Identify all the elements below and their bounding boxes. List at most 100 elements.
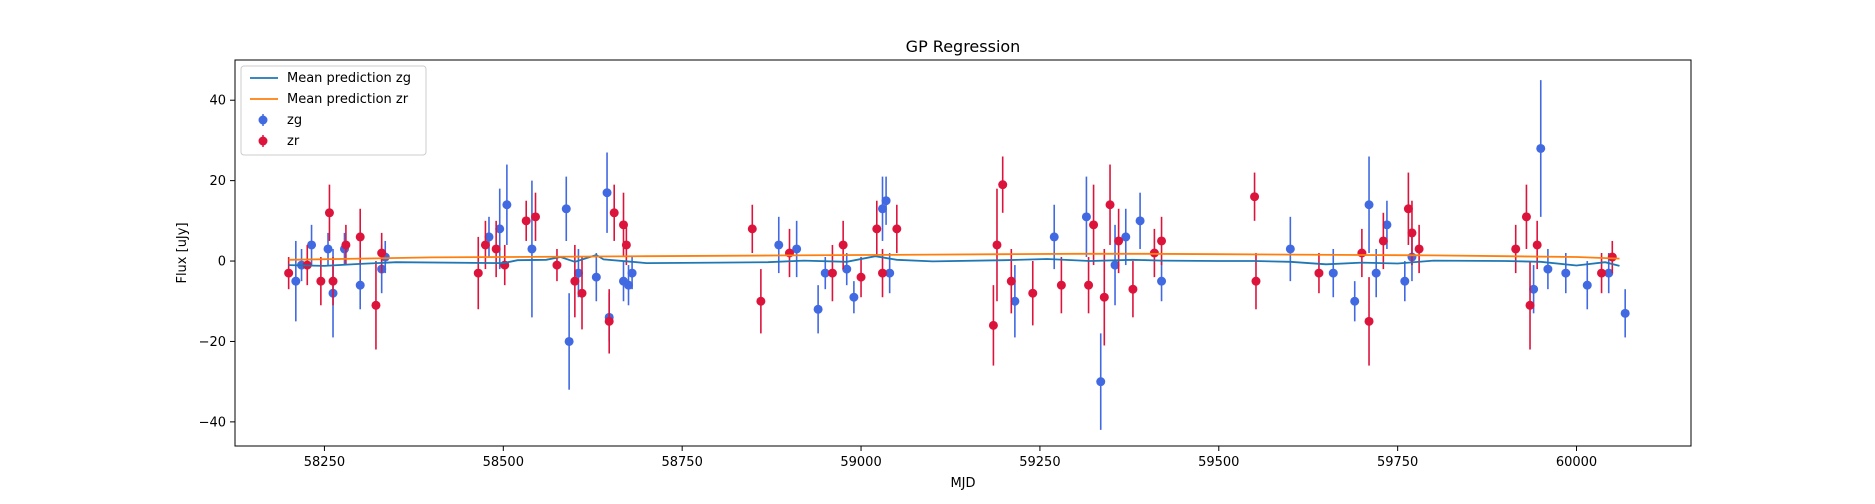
data-point <box>856 272 866 282</box>
data-point <box>355 232 365 242</box>
data-point <box>1006 276 1016 286</box>
data-point <box>1049 232 1059 242</box>
data-point <box>1400 276 1410 286</box>
data-point <box>881 196 891 206</box>
y-tick-label: 0 <box>218 255 226 270</box>
data-point <box>992 240 1002 250</box>
data-point <box>1105 200 1115 210</box>
data-point <box>473 268 483 278</box>
x-tick-label: 58500 <box>483 455 524 470</box>
x-tick-label: 58750 <box>661 455 702 470</box>
chart-title: GP Regression <box>906 37 1021 56</box>
data-point <box>872 224 882 234</box>
data-point <box>1135 216 1145 226</box>
data-point <box>1081 212 1091 222</box>
data-point <box>495 224 505 234</box>
data-point <box>328 276 338 286</box>
legend-frame <box>240 65 427 156</box>
x-tick-label: 60000 <box>1556 455 1597 470</box>
data-point <box>1407 228 1417 238</box>
x-tick-label: 59250 <box>1019 455 1060 470</box>
y-axis-label: Flux [uJy] <box>175 222 190 283</box>
legend-label-zr: zr <box>287 134 300 149</box>
data-point <box>1620 308 1630 318</box>
data-point <box>1114 236 1124 246</box>
data-point <box>892 224 902 234</box>
data-point <box>502 200 512 210</box>
data-point <box>564 336 574 346</box>
data-point <box>878 204 888 214</box>
data-point <box>1096 377 1106 387</box>
data-point <box>561 204 571 214</box>
data-point <box>570 276 580 286</box>
y-tick-label: −20 <box>199 335 226 350</box>
data-point <box>624 280 634 290</box>
data-point <box>602 188 612 198</box>
data-point <box>1314 268 1324 278</box>
x-tick-label: 59000 <box>840 455 881 470</box>
data-point <box>1099 292 1109 302</box>
data-point <box>1010 296 1020 306</box>
data-point <box>988 320 998 330</box>
data-point <box>1378 236 1388 246</box>
data-point <box>1285 244 1295 254</box>
data-point <box>480 240 490 250</box>
x-tick-label: 59750 <box>1377 455 1418 470</box>
legend-swatch-zr-marker <box>258 136 268 146</box>
data-point <box>371 300 381 310</box>
data-point <box>484 232 494 242</box>
data-point <box>1597 268 1607 278</box>
data-point <box>1543 264 1553 274</box>
data-point <box>827 268 837 278</box>
axes-frame <box>234 59 1692 447</box>
data-point <box>1084 280 1094 290</box>
data-point <box>1364 316 1374 326</box>
axis-ticks: 58250 58500 58750 59000 59250 59500 59750 60000… <box>199 94 1598 470</box>
data-point <box>838 240 848 250</box>
data-point <box>1607 252 1617 262</box>
series-line-Mean prediction zr <box>288 252 1620 261</box>
data-point <box>842 264 852 274</box>
data-point <box>1350 296 1360 306</box>
data-point <box>1357 248 1367 258</box>
data-point <box>284 268 294 278</box>
data-point <box>527 244 537 254</box>
data-point <box>885 268 895 278</box>
data-point <box>552 260 562 270</box>
y-tick-label: −40 <box>199 415 226 430</box>
data-point <box>604 316 614 326</box>
data-point <box>621 240 631 250</box>
data-point <box>1056 280 1066 290</box>
data-point <box>1414 244 1424 254</box>
data-point <box>1382 220 1392 230</box>
data-point <box>1403 204 1413 214</box>
legend: Mean prediction zg Mean prediction zr zg… <box>240 65 427 156</box>
data-point <box>1250 192 1260 202</box>
data-point <box>1604 268 1614 278</box>
data-point <box>1529 284 1539 294</box>
data-point <box>531 212 541 222</box>
data-point <box>1521 212 1531 222</box>
data-point <box>1525 300 1535 310</box>
data-point <box>591 272 601 282</box>
data-point <box>307 240 317 250</box>
data-point <box>521 216 531 226</box>
data-point <box>1251 276 1261 286</box>
x-tick-label: 58250 <box>304 455 345 470</box>
data-point <box>1371 268 1381 278</box>
data-point <box>747 224 757 234</box>
data-point <box>1157 276 1167 286</box>
data-point <box>1328 268 1338 278</box>
legend-label-zg: zg <box>287 113 302 128</box>
data-point <box>324 208 334 218</box>
data-point <box>577 288 587 298</box>
data-point <box>491 244 501 254</box>
y-tick-label: 20 <box>209 174 226 189</box>
x-axis-label: MJD <box>950 476 975 491</box>
data-point <box>1561 268 1571 278</box>
data-point <box>1157 236 1167 246</box>
data-point <box>878 268 888 278</box>
data-point <box>1536 143 1546 153</box>
